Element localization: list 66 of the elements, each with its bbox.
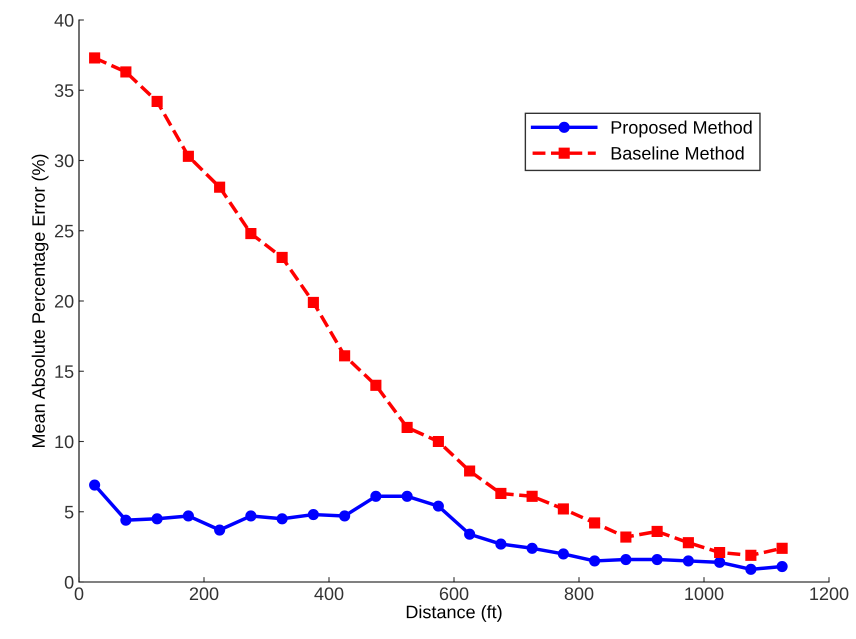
point (370, 490, 382, 502)
point (214, 524, 226, 536)
point (558, 503, 569, 514)
point (89, 480, 100, 491)
point (402, 490, 413, 502)
point (464, 528, 476, 540)
point (558, 548, 569, 560)
y-tick-label: 20 (54, 294, 74, 308)
y-tick-label: 0 (64, 576, 74, 589)
y-tick-label: 30 (54, 154, 74, 168)
point (714, 546, 726, 558)
point (652, 526, 663, 537)
point (245, 510, 256, 522)
point (589, 555, 600, 566)
legend-label: Proposed Method (612, 120, 752, 138)
point (276, 513, 288, 524)
point (464, 465, 476, 477)
point (339, 350, 350, 362)
x-tick-label: 400 (314, 587, 344, 600)
y-tick-label: 5 (64, 506, 74, 518)
point (182, 150, 194, 162)
point (214, 182, 226, 193)
y-tick-label: 10 (55, 435, 74, 448)
x-tick-label: 200 (190, 587, 218, 600)
point (120, 66, 132, 78)
y-tick-label: 25 (54, 224, 74, 238)
x-axis-title: Distance (ft) (406, 605, 502, 622)
x-tick-label: 0 (74, 587, 84, 600)
y-axis-title: Mean Absolute Percentage Error (%) (32, 154, 48, 448)
point (745, 564, 756, 575)
point (432, 500, 444, 512)
point (526, 542, 538, 554)
point (620, 531, 632, 543)
point (652, 554, 663, 566)
point (370, 380, 382, 391)
point (152, 96, 163, 108)
y-tick-label: 15 (55, 365, 74, 378)
point (276, 252, 288, 263)
point (682, 537, 694, 548)
point (339, 510, 350, 522)
point (714, 556, 726, 568)
y-tick-label: 35 (54, 84, 74, 97)
point (776, 542, 788, 554)
point (776, 560, 788, 572)
point (745, 550, 756, 561)
point (620, 554, 632, 566)
point (182, 510, 194, 522)
x-tick-label: 600 (440, 587, 468, 600)
point (432, 436, 444, 448)
point (308, 296, 319, 308)
x-tick-label: 1200 (810, 587, 848, 600)
point (495, 538, 506, 550)
point (682, 555, 694, 566)
point (402, 422, 413, 434)
point (89, 52, 100, 64)
y-tick-label: 40 (54, 14, 74, 27)
point (526, 490, 538, 502)
x-tick-label: 800 (564, 587, 594, 600)
point (245, 228, 256, 240)
legend-label: Baseline Method (612, 146, 744, 160)
point (495, 488, 506, 500)
x-tick-label: 1000 (685, 587, 724, 600)
point (120, 514, 132, 526)
point (152, 513, 163, 524)
point (308, 509, 319, 520)
point (589, 517, 600, 529)
